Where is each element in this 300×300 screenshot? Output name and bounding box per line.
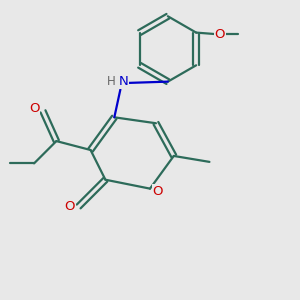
Text: H: H <box>107 75 116 88</box>
Text: O: O <box>29 102 39 115</box>
Text: O: O <box>215 28 225 40</box>
Text: N: N <box>118 75 128 88</box>
Text: O: O <box>152 185 163 198</box>
Text: O: O <box>64 200 75 213</box>
